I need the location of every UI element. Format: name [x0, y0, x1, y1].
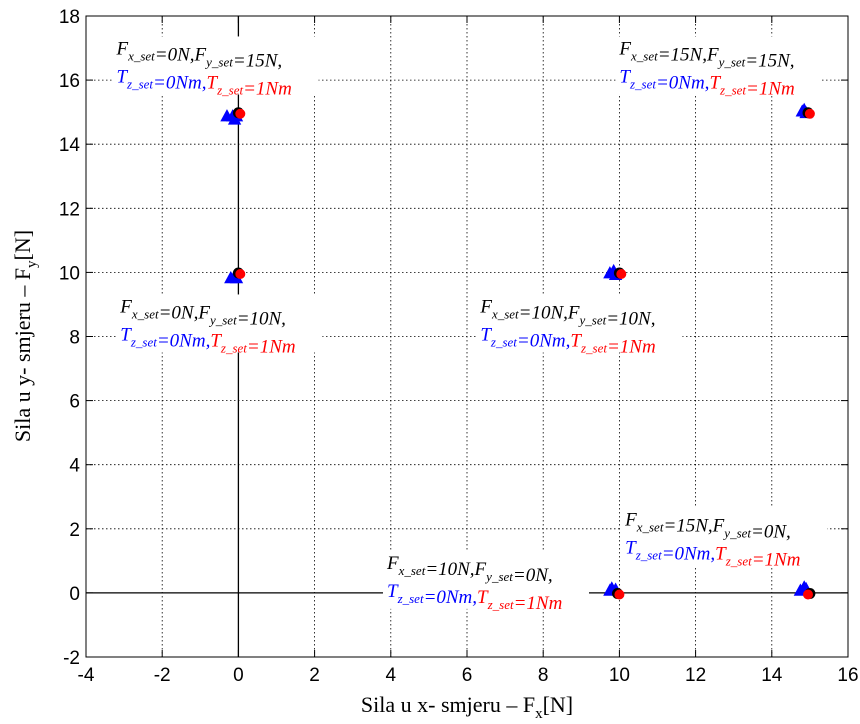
annotation-background — [476, 294, 683, 353]
y-tick-label: 6 — [69, 392, 80, 413]
x-tick-label: 16 — [837, 665, 858, 686]
x-tick-label: 2 — [309, 665, 320, 686]
annotation-label: Fx_set=10N,Fy_set=0N,Tz_set=0Nm,Tz_set=1… — [382, 550, 589, 614]
x-axis-label: Sila u x- smjeru – Fx[N] — [361, 692, 573, 722]
x-tick-label: 12 — [685, 665, 706, 686]
annotation-line-2: Tz_set=0Nm,Tz_set=1Nm — [116, 66, 291, 99]
annotation-background — [382, 550, 589, 609]
x-tick-label: 4 — [386, 665, 397, 686]
annotation-label: Fx_set=0N,Fy_set=10N,Tz_set=0Nm,Tz_set=1… — [116, 294, 323, 357]
y-tick-label: -2 — [63, 648, 80, 669]
x-tick-label: 8 — [538, 665, 549, 686]
red-circle-point — [802, 589, 813, 600]
y-tick-label: 18 — [59, 7, 80, 28]
x-tick-label: 10 — [609, 665, 630, 686]
annotation-line-1: Fx_set=15N,Fy_set=15N, — [618, 38, 794, 71]
annotation-line-2: Tz_set=0Nm,Tz_set=1Nm — [619, 66, 794, 99]
annotation-background — [116, 294, 323, 353]
annotation-label: Fx_set=10N,Fy_set=10N,Tz_set=0Nm,Tz_set=… — [476, 294, 683, 357]
plot-frame — [85, 15, 849, 658]
annotation-background — [615, 36, 822, 95]
annotation-line-1: Fx_set=10N,Fy_set=0N, — [386, 553, 553, 586]
annotation-line-2: Tz_set=0Nm,Tz_set=1Nm — [387, 581, 562, 614]
red-circle-point — [614, 589, 625, 600]
x-tick-label: 14 — [761, 665, 783, 686]
y-tick-label: 4 — [69, 456, 80, 477]
y-tick-label: 10 — [59, 263, 80, 284]
annotation-label: Fx_set=15N,Fy_set=15N,Tz_set=0Nm,Tz_set=… — [615, 36, 822, 99]
blue-triangle-point — [227, 112, 242, 125]
annotation-line-1: Fx_set=0N,Fy_set=10N, — [119, 296, 286, 329]
red-circle-point — [616, 269, 627, 280]
red-circle-point — [235, 108, 246, 119]
y-tick-label: 14 — [59, 135, 81, 156]
annotation-line-2: Tz_set=0Nm,Tz_set=1Nm — [120, 324, 295, 357]
y-tick-label: 16 — [59, 71, 80, 92]
data-points — [220, 102, 816, 600]
annotation-label: Fx_set=15N,Fy_set=0N,Tz_set=0Nm,Tz_set=1… — [621, 507, 828, 571]
annotation-background — [621, 507, 828, 566]
annotation-background — [112, 36, 319, 95]
annotation-line-1: Fx_set=10N,Fy_set=10N, — [479, 296, 655, 329]
x-tick-label: -2 — [154, 665, 171, 686]
annotation-label: Fx_set=0N,Fy_set=15N,Tz_set=0Nm,Tz_set=1… — [112, 36, 319, 99]
y-tick-label: 8 — [69, 328, 80, 349]
y-axis-label: Sila u y- smjeru – Fy[N] — [10, 230, 40, 442]
x-tick-label: -4 — [78, 665, 95, 686]
x-tick-label: 0 — [233, 665, 244, 686]
annotations: Fx_set=0N,Fy_set=15N,Tz_set=0Nm,Tz_set=1… — [112, 36, 828, 614]
red-circle-point — [235, 269, 246, 280]
y-tick-label: 2 — [69, 520, 80, 541]
red-circle-point — [804, 108, 815, 119]
y-tick-label: 12 — [59, 199, 80, 220]
x-tick-label: 6 — [462, 665, 473, 686]
annotation-line-1: Fx_set=0N,Fy_set=15N, — [115, 38, 282, 71]
annotation-line-1: Fx_set=15N,Fy_set=0N, — [624, 510, 791, 543]
y-tick-label: 0 — [69, 584, 80, 605]
annotation-line-2: Tz_set=0Nm,Tz_set=1Nm — [625, 538, 800, 571]
annotation-line-2: Tz_set=0Nm,Tz_set=1Nm — [480, 324, 655, 357]
